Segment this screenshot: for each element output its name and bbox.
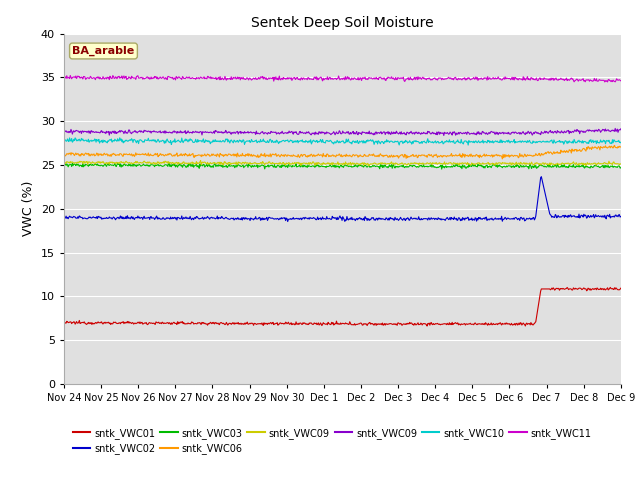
sntk_VWC10: [541, 139, 548, 144]
sntk_VWC11: [67, 72, 74, 78]
sntk_VWC10: [384, 138, 392, 144]
sntk_VWC09: [383, 131, 391, 136]
sntk_VWC09: [385, 161, 392, 167]
Line: sntk_VWC02: sntk_VWC02: [64, 177, 621, 222]
sntk_VWC06: [611, 143, 618, 148]
sntk_VWC09: [94, 130, 102, 135]
sntk_VWC06: [383, 153, 391, 159]
sntk_VWC02: [538, 174, 545, 180]
sntk_VWC09: [365, 163, 372, 168]
sntk_VWC09: [541, 160, 548, 166]
Line: sntk_VWC10: sntk_VWC10: [64, 138, 621, 145]
sntk_VWC09: [484, 160, 492, 166]
sntk_VWC02: [284, 219, 292, 225]
Line: sntk_VWC09: sntk_VWC09: [64, 161, 621, 166]
sntk_VWC10: [60, 138, 68, 144]
sntk_VWC11: [384, 74, 392, 80]
sntk_VWC01: [383, 322, 391, 327]
sntk_VWC09: [415, 130, 422, 135]
sntk_VWC02: [399, 217, 406, 223]
sntk_VWC03: [484, 165, 492, 170]
sntk_VWC09: [617, 161, 625, 167]
sntk_VWC03: [541, 163, 548, 169]
sntk_VWC02: [617, 214, 625, 220]
sntk_VWC11: [60, 75, 68, 81]
sntk_VWC01: [398, 323, 406, 328]
sntk_VWC09: [611, 126, 619, 132]
sntk_VWC03: [68, 160, 76, 166]
sntk_VWC02: [483, 217, 491, 223]
sntk_VWC03: [438, 166, 445, 172]
sntk_VWC02: [384, 217, 392, 223]
sntk_VWC10: [116, 135, 124, 141]
sntk_VWC03: [399, 164, 406, 169]
sntk_VWC11: [483, 77, 491, 83]
sntk_VWC11: [415, 75, 423, 81]
sntk_VWC09: [94, 159, 102, 165]
sntk_VWC01: [540, 286, 548, 292]
sntk_VWC01: [60, 320, 68, 326]
sntk_VWC10: [415, 141, 423, 146]
Line: sntk_VWC06: sntk_VWC06: [64, 145, 621, 159]
sntk_VWC09: [540, 130, 548, 135]
sntk_VWC11: [601, 79, 609, 85]
Line: sntk_VWC09: sntk_VWC09: [64, 129, 621, 135]
sntk_VWC01: [423, 323, 431, 329]
sntk_VWC06: [415, 152, 422, 158]
Y-axis label: VWC (%): VWC (%): [22, 181, 35, 237]
sntk_VWC09: [60, 129, 68, 135]
sntk_VWC09: [399, 162, 407, 168]
Text: BA_arable: BA_arable: [72, 46, 134, 56]
sntk_VWC09: [60, 161, 68, 167]
sntk_VWC09: [416, 161, 424, 167]
sntk_VWC01: [94, 319, 102, 325]
sntk_VWC01: [607, 285, 614, 290]
sntk_VWC10: [617, 140, 625, 145]
sntk_VWC11: [617, 78, 625, 84]
sntk_VWC02: [415, 217, 423, 223]
Legend: sntk_VWC01, sntk_VWC02, sntk_VWC03, sntk_VWC06, sntk_VWC09, sntk_VWC09, sntk_VWC: sntk_VWC01, sntk_VWC02, sntk_VWC03, sntk…: [69, 424, 595, 458]
sntk_VWC03: [60, 162, 68, 168]
sntk_VWC10: [484, 137, 492, 143]
Line: sntk_VWC11: sntk_VWC11: [64, 75, 621, 82]
sntk_VWC06: [60, 151, 68, 157]
sntk_VWC01: [483, 321, 491, 327]
sntk_VWC03: [95, 162, 102, 168]
sntk_VWC01: [617, 285, 625, 291]
sntk_VWC06: [617, 144, 625, 150]
sntk_VWC06: [540, 151, 548, 156]
sntk_VWC06: [499, 156, 506, 162]
sntk_VWC11: [540, 75, 548, 81]
sntk_VWC03: [384, 165, 392, 170]
sntk_VWC01: [415, 322, 422, 327]
sntk_VWC11: [399, 75, 406, 81]
sntk_VWC10: [465, 142, 472, 148]
sntk_VWC10: [94, 138, 102, 144]
sntk_VWC10: [399, 140, 406, 146]
sntk_VWC09: [617, 126, 625, 132]
sntk_VWC02: [60, 216, 68, 221]
sntk_VWC11: [95, 74, 102, 80]
sntk_VWC09: [398, 131, 406, 137]
sntk_VWC03: [415, 163, 423, 169]
sntk_VWC06: [94, 153, 102, 159]
sntk_VWC09: [196, 158, 204, 164]
sntk_VWC06: [483, 152, 490, 157]
sntk_VWC09: [440, 132, 447, 138]
sntk_VWC09: [483, 131, 491, 137]
Title: Sentek Deep Soil Moisture: Sentek Deep Soil Moisture: [251, 16, 434, 30]
Line: sntk_VWC01: sntk_VWC01: [64, 288, 621, 326]
sntk_VWC02: [94, 214, 102, 219]
sntk_VWC03: [617, 165, 625, 171]
Line: sntk_VWC03: sntk_VWC03: [64, 163, 621, 169]
sntk_VWC02: [541, 189, 548, 195]
sntk_VWC06: [398, 152, 406, 158]
